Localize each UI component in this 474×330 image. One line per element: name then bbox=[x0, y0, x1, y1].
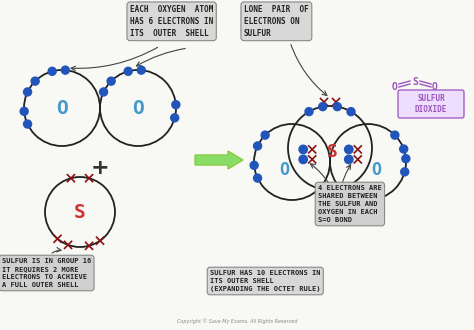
Circle shape bbox=[172, 101, 180, 109]
Circle shape bbox=[61, 66, 69, 74]
Text: LONE  PAIR  OF
ELECTRONS ON
SULFUR: LONE PAIR OF ELECTRONS ON SULFUR bbox=[244, 5, 309, 38]
Circle shape bbox=[333, 103, 341, 111]
Circle shape bbox=[345, 145, 353, 153]
Circle shape bbox=[401, 168, 409, 176]
Circle shape bbox=[100, 88, 108, 96]
Circle shape bbox=[48, 67, 56, 75]
Circle shape bbox=[24, 88, 32, 96]
Text: O: O bbox=[56, 98, 68, 117]
Text: 4 ELECTRONS ARE
SHARED BETWEEN
THE SULFUR AND
OXYGEN IN EACH
S=O BOND: 4 ELECTRONS ARE SHARED BETWEEN THE SULFU… bbox=[318, 185, 382, 223]
Text: O: O bbox=[132, 98, 144, 117]
Circle shape bbox=[299, 155, 308, 164]
Circle shape bbox=[305, 108, 313, 115]
Circle shape bbox=[254, 174, 262, 182]
Circle shape bbox=[299, 145, 308, 153]
Text: S: S bbox=[74, 203, 86, 221]
Text: O: O bbox=[392, 82, 398, 92]
Text: EACH  OXYGEN  ATOM
HAS 6 ELECTRONS IN
ITS  OUTER  SHELL: EACH OXYGEN ATOM HAS 6 ELECTRONS IN ITS … bbox=[130, 5, 213, 38]
Text: O: O bbox=[432, 82, 438, 92]
Text: O: O bbox=[371, 161, 381, 179]
Text: O: O bbox=[279, 161, 289, 179]
Circle shape bbox=[24, 120, 32, 128]
Circle shape bbox=[319, 103, 327, 111]
Circle shape bbox=[391, 131, 399, 139]
Circle shape bbox=[345, 155, 353, 164]
Circle shape bbox=[261, 131, 269, 139]
Text: +: + bbox=[91, 158, 109, 178]
Circle shape bbox=[254, 142, 262, 150]
Circle shape bbox=[402, 155, 410, 163]
Text: S: S bbox=[327, 143, 337, 161]
Circle shape bbox=[107, 77, 115, 85]
Text: SULFUR
DIOXIDE: SULFUR DIOXIDE bbox=[415, 94, 447, 114]
Circle shape bbox=[31, 77, 39, 85]
Circle shape bbox=[400, 145, 408, 153]
Text: SULFUR IS IN GROUP 16
IT REQUIRES 2 MORE
ELECTRONS TO ACHIEVE
A FULL OUTER SHELL: SULFUR IS IN GROUP 16 IT REQUIRES 2 MORE… bbox=[2, 258, 91, 288]
FancyArrow shape bbox=[195, 151, 243, 169]
Circle shape bbox=[347, 108, 355, 115]
FancyBboxPatch shape bbox=[398, 90, 464, 118]
Text: SULFUR HAS 10 ELECTRONS IN
ITS OUTER SHELL
(EXPANDING THE OCTET RULE): SULFUR HAS 10 ELECTRONS IN ITS OUTER SHE… bbox=[210, 270, 320, 292]
Circle shape bbox=[137, 66, 146, 74]
Circle shape bbox=[250, 161, 258, 169]
Circle shape bbox=[171, 114, 179, 122]
Text: S: S bbox=[412, 77, 418, 87]
Circle shape bbox=[20, 107, 28, 115]
Circle shape bbox=[124, 67, 132, 75]
Text: Copyright © Save My Exams. All Rights Reserved: Copyright © Save My Exams. All Rights Re… bbox=[177, 318, 297, 324]
